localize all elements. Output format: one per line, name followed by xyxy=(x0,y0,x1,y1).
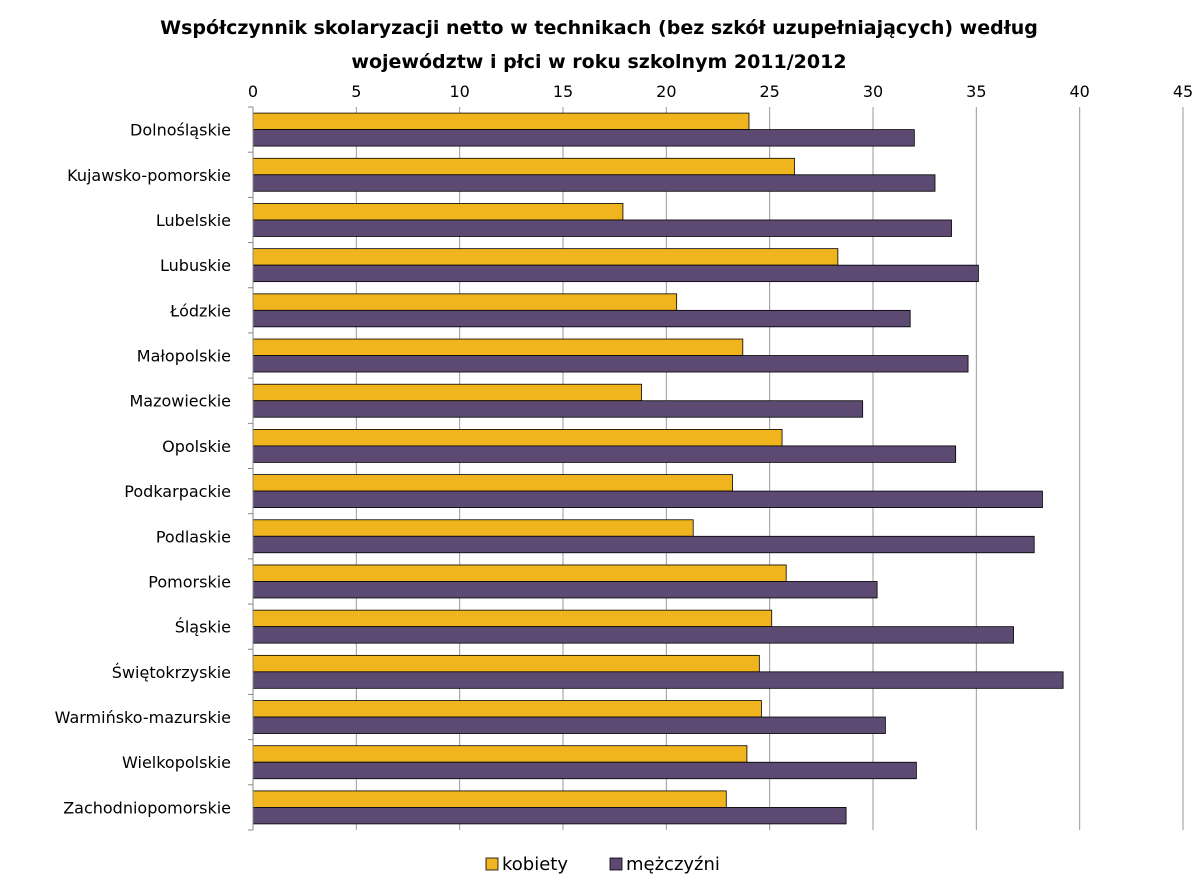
bar-kobiety-Łódzkie xyxy=(252,293,678,311)
category-label: Pomorskie xyxy=(148,572,231,591)
bars xyxy=(252,112,1064,825)
legend-label-kobiety: kobiety xyxy=(502,854,568,875)
bar-kobiety-Warmińsko-mazurskie xyxy=(252,700,762,718)
category-labels: Dolnośląskie Kujawsko-pomorskie Lubelskie L… xyxy=(55,121,231,818)
bar-mężczyźni-Lubuskie xyxy=(252,264,979,283)
x-tick-label-10: 10 xyxy=(449,82,469,101)
bar-kobiety-Śląskie xyxy=(252,609,773,628)
bar-kobiety-Podlaskie xyxy=(252,519,694,537)
bar-mężczyźni-Podlaskie xyxy=(252,535,1035,554)
bar-kobiety-Mazowieckie xyxy=(252,383,642,402)
bar-kobiety-Wielkopolskie xyxy=(252,745,748,763)
category-label: Mazowieckie xyxy=(129,392,231,411)
x-tick-label-30: 30 xyxy=(863,82,883,101)
x-tick-label-15: 15 xyxy=(553,82,573,101)
category-label: Małopolskie xyxy=(137,347,231,366)
category-label: Dolnośląskie xyxy=(130,121,231,140)
category-label: Warmińsko-mazurskie xyxy=(55,708,231,727)
x-axis-tick-labels: 0 5 10 15 20 25 30 35 40 45 xyxy=(248,82,1193,101)
bar-mężczyźni-Małopolskie xyxy=(252,355,969,373)
x-tick-label-5: 5 xyxy=(351,82,361,101)
bar-mężczyźni-Śląskie xyxy=(252,626,1014,644)
category-label: Podlaskie xyxy=(156,527,231,546)
bar-mężczyźni-Świętokrzyskie xyxy=(252,671,1064,689)
bar-mężczyźni-Warmińsko-mazurskie xyxy=(252,716,886,734)
legend-label-mężczyźni: mężczyźni xyxy=(626,854,720,875)
bar-mężczyźni-Łódzkie xyxy=(252,309,911,328)
category-label: Opolskie xyxy=(162,437,231,456)
bar-kobiety-Lubelskie xyxy=(252,203,624,221)
chart-title-line-1: Współczynnik skolaryzacji netto w techni… xyxy=(160,17,1038,39)
x-tick-label-40: 40 xyxy=(1069,82,1089,101)
bar-kobiety-Świętokrzyskie xyxy=(252,654,760,673)
bar-mężczyźni-Kujawsko-pomorskie xyxy=(252,174,936,192)
legend-swatch-kobiety xyxy=(485,857,499,871)
bar-mężczyźni-Podkarpackie xyxy=(252,490,1043,508)
bar-mężczyźni-Dolnośląskie xyxy=(252,129,915,147)
bar-kobiety-Opolskie xyxy=(252,429,783,447)
category-label: Podkarpackie xyxy=(124,482,231,501)
bar-kobiety-Podkarpackie xyxy=(252,474,733,492)
bar-kobiety-Kujawsko-pomorskie xyxy=(252,157,795,176)
bar-mężczyźni-Mazowieckie xyxy=(252,400,864,418)
bar-kobiety-Zachodniopomorskie xyxy=(252,790,727,808)
category-label: Kujawsko-pomorskie xyxy=(67,166,231,185)
category-label: Śląskie xyxy=(175,618,231,637)
category-label: Lubuskie xyxy=(160,256,231,275)
bar-mężczyźni-Wielkopolskie xyxy=(252,761,917,780)
bar-kobiety-Dolnośląskie xyxy=(252,112,750,130)
x-tick-label-20: 20 xyxy=(656,82,676,101)
bar-mężczyźni-Pomorskie xyxy=(252,581,878,599)
bar-mężczyźni-Lubelskie xyxy=(252,219,952,237)
bar-kobiety-Pomorskie xyxy=(252,564,787,582)
x-tick-label-25: 25 xyxy=(759,82,779,101)
category-label: Łódzkie xyxy=(169,301,231,320)
category-label: Wielkopolskie xyxy=(122,753,231,772)
x-tick-label-0: 0 xyxy=(248,82,258,101)
bar-mężczyźni-Opolskie xyxy=(252,445,957,463)
legend: kobiety mężczyźni xyxy=(485,854,720,875)
x-tick-label-45: 45 xyxy=(1173,82,1193,101)
legend-swatch-mężczyźni xyxy=(609,857,623,871)
bar-mężczyźni-Zachodniopomorskie xyxy=(252,807,847,825)
category-label: Zachodniopomorskie xyxy=(63,798,231,817)
category-label: Świętokrzyskie xyxy=(112,663,231,682)
chart-title-line-2: województw i płci w roku szkolnym 2011/2… xyxy=(351,51,846,73)
y-axis xyxy=(248,106,254,831)
bar-kobiety-Lubuskie xyxy=(252,248,839,266)
category-label: Lubelskie xyxy=(156,211,231,230)
bar-kobiety-Małopolskie xyxy=(252,338,744,356)
x-tick-label-35: 35 xyxy=(966,82,986,101)
